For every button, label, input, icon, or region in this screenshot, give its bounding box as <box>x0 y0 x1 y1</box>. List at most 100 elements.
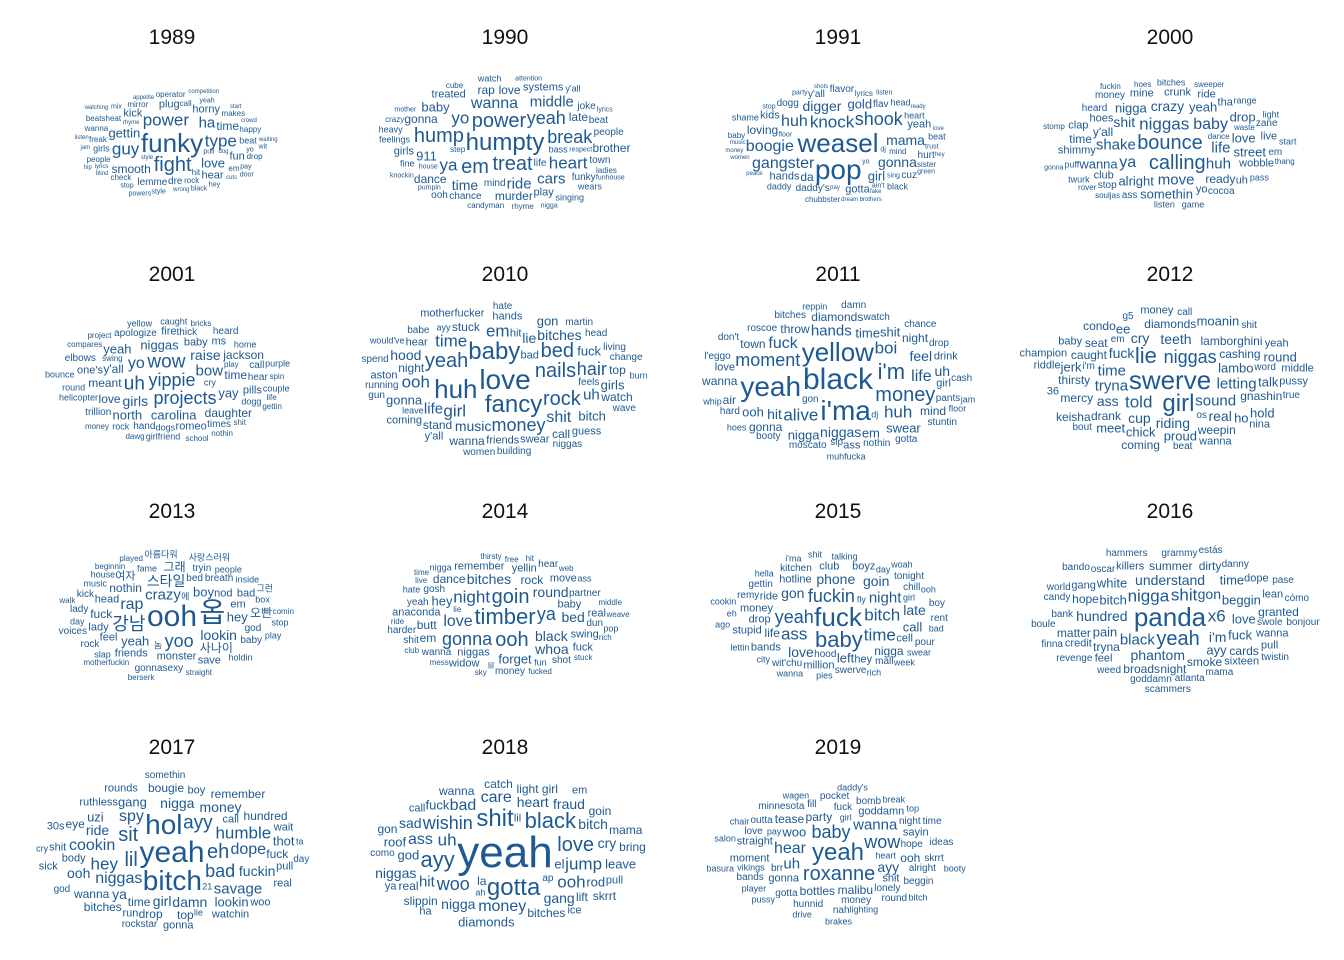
cloud-word: money <box>199 798 242 815</box>
cloud-word: heart <box>548 153 588 173</box>
cloud-word: broads <box>1123 661 1161 676</box>
cloud-word: murder <box>494 189 533 204</box>
cloud-word: em <box>461 156 489 179</box>
cloud-word: hella <box>754 568 774 579</box>
cloud-word: wanna <box>421 647 452 659</box>
cloud-word: fun <box>229 150 245 163</box>
cloud-word: rock <box>184 175 200 185</box>
cloud-word: play <box>224 360 239 370</box>
cloud-word: love <box>479 364 531 395</box>
cloud-word: play <box>533 186 554 199</box>
cloud-word: ass <box>1096 393 1119 410</box>
cloud-word: watch <box>601 390 633 405</box>
cloud-word: yeah <box>121 633 150 649</box>
cloud-word: bow <box>195 362 224 380</box>
cloud-word: yellin <box>511 562 537 575</box>
cloud-word: wanna <box>1256 627 1289 640</box>
cloud-word: gon <box>536 313 559 329</box>
cloud-word: elbows <box>64 353 96 365</box>
cloud-word: style <box>151 188 166 196</box>
cloud-word: timber <box>474 604 536 629</box>
cloud-word: spend <box>361 354 389 366</box>
cloud-word: i'ma <box>785 553 802 564</box>
panel-year-title: 2014 <box>481 500 529 523</box>
cloud-word: 911 <box>416 148 437 164</box>
cloud-word: tha <box>1217 96 1233 109</box>
cloud-word: niggas <box>552 438 583 450</box>
cloud-word: coming <box>1121 437 1160 452</box>
cloud-word: mercy <box>1060 390 1094 405</box>
cloud-word: bougie <box>147 781 185 796</box>
cloud-word: love <box>932 126 944 133</box>
cloud-word: cuts <box>226 174 238 181</box>
cloud-word: black <box>1119 631 1155 649</box>
cloud-word: shake <box>1095 136 1136 154</box>
cloud-word: heard <box>212 326 239 338</box>
cloud-word: remember <box>210 786 266 801</box>
cloud-word: dirty <box>1198 559 1222 574</box>
cloud-word: 36 <box>1046 385 1059 398</box>
cloud-word: fill <box>807 798 817 810</box>
cloud-word: swear <box>907 647 932 658</box>
cloud-word: shit <box>1241 319 1257 331</box>
cloud-word: lift <box>575 889 588 904</box>
cloud-word: uzi <box>87 809 104 825</box>
cloud-word: night <box>398 360 425 375</box>
cloud-word: money <box>1140 304 1174 317</box>
cloud-word: puff <box>1064 159 1080 170</box>
cloud-word: shots <box>813 83 829 90</box>
cloud-word: talking <box>831 551 858 562</box>
cloud-word: em <box>228 163 240 173</box>
cloud-word: oscar <box>1090 564 1116 576</box>
cloud-word: flav <box>873 98 889 110</box>
cloud-word: boule <box>1031 619 1056 631</box>
cloud-word: uh <box>783 855 801 873</box>
cloud-word: crunk <box>1164 86 1192 99</box>
cloud-word: kitchen <box>780 562 812 574</box>
panel-year-title: 2018 <box>481 736 529 759</box>
cloud-word: niggas <box>820 423 862 440</box>
cloud-word: drive <box>792 909 812 920</box>
cloud-word: digger <box>802 98 842 115</box>
cloud-word: love <box>98 391 121 406</box>
cloud-word: would've <box>369 335 405 346</box>
cloud-word: bands <box>736 872 764 884</box>
cloud-word: wanna <box>1079 156 1118 172</box>
year-panel: 1990 humpty treat power em hump yeah break heart… <box>345 26 665 241</box>
cloud-word: understand <box>1135 571 1206 588</box>
cloud-word: hear <box>201 169 224 182</box>
cloud-word: eh <box>207 841 230 864</box>
cloud-word: smooth <box>111 161 151 176</box>
cloud-word: aston <box>370 369 398 382</box>
cloud-word: girl <box>936 377 951 390</box>
cloud-word: music <box>83 578 108 589</box>
cloud-word: head <box>94 593 120 606</box>
cloud-word: hood <box>814 649 837 661</box>
cloud-word: start <box>229 103 242 110</box>
cloud-word: bitch <box>908 892 928 903</box>
cloud-word: mall <box>875 655 894 667</box>
cloud-word: yeah <box>406 596 429 608</box>
cloud-word: operator <box>155 89 186 99</box>
cloud-word: damn <box>841 299 867 311</box>
cloud-word: hoes <box>1089 112 1114 125</box>
cloud-word: thirsty <box>1058 372 1091 387</box>
cloud-word: woo <box>250 896 271 908</box>
cloud-word: dj <box>871 409 879 420</box>
cloud-word: thot <box>272 833 295 849</box>
cloud-word: drop <box>928 338 949 350</box>
cloud-word: summer <box>1149 559 1193 574</box>
cloud-word: pull <box>605 874 624 887</box>
year-panel: 2011 black yellow i'ma yeah i'm money moment ali… <box>678 263 998 478</box>
cloud-word: weave <box>606 610 630 620</box>
cloud-word: y'all <box>1092 124 1114 139</box>
cloud-word: life <box>533 158 547 170</box>
cloud-word: gosh <box>423 583 446 595</box>
cloud-word: middle <box>1281 362 1314 375</box>
cloud-word: boy <box>193 584 214 600</box>
cloud-word: wishin <box>422 813 473 834</box>
cloud-word: gettin <box>748 578 773 590</box>
cloud-word: dre <box>168 175 183 187</box>
cloud-word: brakes <box>825 916 853 927</box>
cloud-word: ride <box>1197 88 1216 101</box>
